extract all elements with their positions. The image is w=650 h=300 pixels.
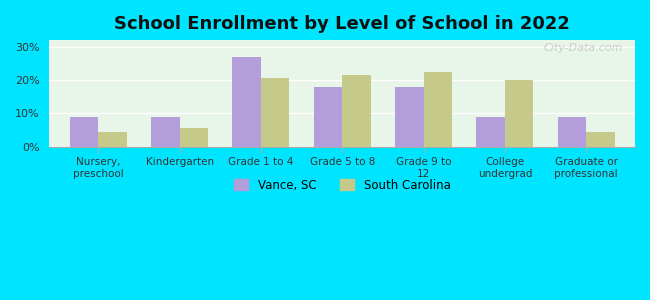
Legend: Vance, SC, South Carolina: Vance, SC, South Carolina (229, 174, 455, 196)
Bar (558, 117, 586, 147)
Bar (70, 117, 98, 147)
Bar (233, 57, 261, 147)
Bar (395, 87, 424, 147)
Bar (151, 117, 179, 147)
Bar (476, 117, 505, 147)
Bar (314, 87, 343, 147)
Bar (261, 78, 289, 147)
Bar (179, 128, 208, 147)
Bar (424, 72, 452, 147)
Title: School Enrollment by Level of School in 2022: School Enrollment by Level of School in … (114, 15, 570, 33)
Bar (586, 132, 615, 147)
Bar (343, 75, 370, 147)
Bar (505, 80, 534, 147)
Bar (98, 132, 127, 147)
Text: City-Data.com: City-Data.com (544, 43, 623, 53)
